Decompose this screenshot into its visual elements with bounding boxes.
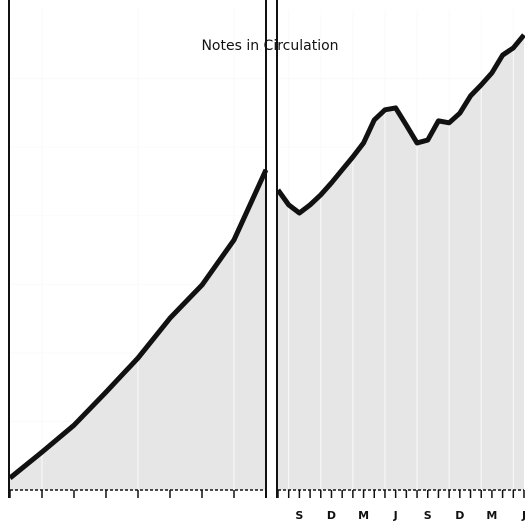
x-tick-label: S: [424, 509, 432, 522]
x-tick-label: S: [295, 509, 303, 522]
x-tick-label: M: [358, 509, 369, 522]
chart-title: Notes in Circulation: [201, 38, 338, 54]
x-tick-label: D: [327, 509, 336, 522]
x-tick-label: D: [455, 509, 464, 522]
x-tick-label: J: [521, 509, 525, 522]
area: [278, 34, 524, 491]
line: [275, 33, 525, 216]
x-tick-label: J: [393, 509, 398, 522]
line: [8, 168, 269, 480]
x-tick-label: M: [486, 509, 497, 522]
area: [10, 169, 266, 490]
